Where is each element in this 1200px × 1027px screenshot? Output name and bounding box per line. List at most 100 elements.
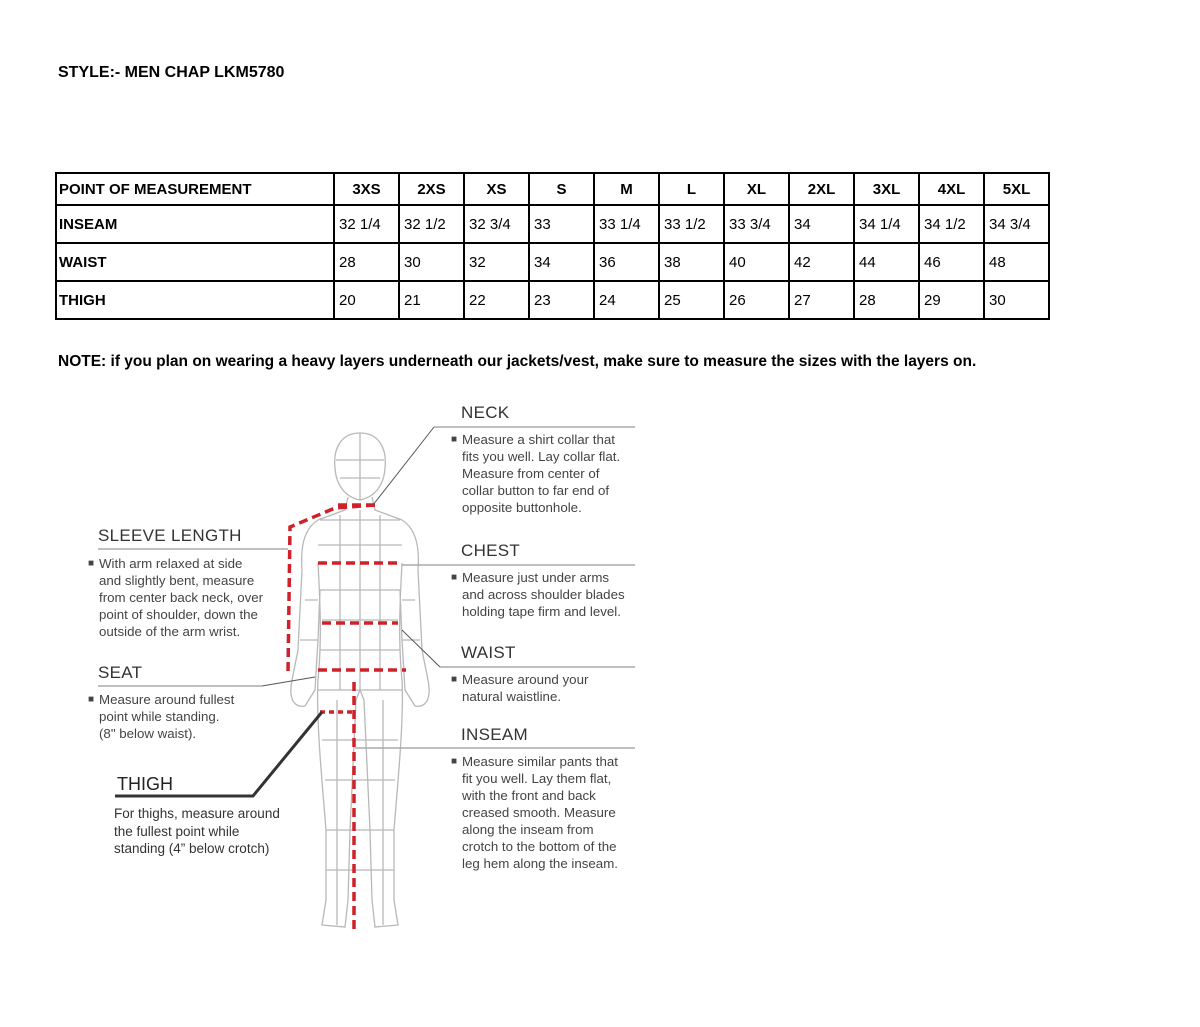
- text-line: With arm relaxed at side: [99, 556, 243, 571]
- bullet-icon: ■: [451, 674, 458, 685]
- row-label: WAIST: [55, 242, 335, 282]
- text-line: standing (4” below crotch): [114, 841, 270, 856]
- header-cell: 2XS: [398, 172, 465, 206]
- seat-instructions: ■ Measure around fullest point while sta…: [88, 691, 235, 742]
- table-cell: 27: [788, 280, 855, 320]
- table-cell: 30: [983, 280, 1050, 320]
- text-line: leg hem along the inseam.: [462, 856, 618, 871]
- table-cell: 21: [398, 280, 465, 320]
- chest-instructions: ■ Measure just under arms and across sho…: [451, 569, 625, 620]
- text-line: Measure around your: [462, 672, 589, 687]
- table-cell: 38: [658, 242, 725, 282]
- body-outline: [290, 432, 430, 928]
- table-cell: 33 1/2: [658, 204, 725, 244]
- row-label: THIGH: [55, 280, 335, 320]
- text-line: fit you well. Lay them flat,: [462, 771, 612, 786]
- table-cell: 22: [463, 280, 530, 320]
- table-cell: 25: [658, 280, 725, 320]
- text-line: and across shoulder blades: [462, 587, 625, 602]
- table-cell: 29: [918, 280, 985, 320]
- table-cell: 28: [853, 280, 920, 320]
- text-line: creased smooth. Measure: [462, 805, 616, 820]
- table-cell: 34: [528, 242, 595, 282]
- bullet-icon: ■: [88, 694, 95, 705]
- text-line: from center back neck, over: [99, 590, 264, 605]
- bullet-icon: ■: [451, 572, 458, 583]
- header-cell: L: [658, 172, 725, 206]
- text-line: collar button to far end of: [462, 483, 610, 498]
- text-line: Measure just under arms: [462, 570, 610, 585]
- table-cell: 32 1/4: [333, 204, 400, 244]
- text-line: fits you well. Lay collar flat.: [462, 449, 621, 464]
- waist-instructions: ■ Measure around your natural waistline.: [451, 671, 589, 705]
- table-cell: 32 3/4: [463, 204, 530, 244]
- thigh-label: THIGH: [117, 774, 173, 794]
- table-cell: 46: [918, 242, 985, 282]
- table-cell: 20: [333, 280, 400, 320]
- sleeve-length-instructions: ■ With arm relaxed at side and slightly …: [88, 555, 264, 640]
- table-cell: 33 1/4: [593, 204, 660, 244]
- header-cell: XL: [723, 172, 790, 206]
- text-line: outside of the arm wrist.: [99, 624, 241, 639]
- text-line: holding tape firm and level.: [462, 604, 621, 619]
- table-cell: 34 1/4: [853, 204, 920, 244]
- measurement-dashes: [286, 503, 406, 930]
- chest-label: CHEST: [461, 541, 521, 560]
- header-cell: S: [528, 172, 595, 206]
- table-cell: 28: [333, 242, 400, 282]
- header-cell: 3XL: [853, 172, 920, 206]
- bullet-icon: ■: [451, 756, 458, 767]
- text-line: Measure from center of: [462, 466, 600, 481]
- neck-instructions: ■ Measure a shirt collar that fits you w…: [451, 431, 621, 516]
- neck-label: NECK: [461, 403, 510, 422]
- text-line: along the inseam from: [462, 822, 594, 837]
- header-cell: M: [593, 172, 660, 206]
- text-line: For thighs, measure around: [114, 806, 280, 821]
- thigh-instructions: For thighs, measure around the fullest p…: [114, 805, 280, 858]
- table-row: INSEAM 32 1/4 32 1/2 32 3/4 33 33 1/4 33…: [55, 204, 1050, 244]
- leader-lines: [98, 426, 635, 798]
- text-line: crotch to the bottom of the: [462, 839, 617, 854]
- header-cell: 4XL: [918, 172, 985, 206]
- bullet-icon: ■: [88, 558, 95, 569]
- row-label: INSEAM: [55, 204, 335, 244]
- table-header-row: POINT OF MEASUREMENT 3XS 2XS XS S M L XL…: [55, 172, 1050, 206]
- waist-label: WAIST: [461, 643, 516, 662]
- text-line: point while standing.: [99, 709, 220, 724]
- table-cell: 26: [723, 280, 790, 320]
- table-cell: 42: [788, 242, 855, 282]
- table-cell: 23: [528, 280, 595, 320]
- text-line: Measure a shirt collar that: [462, 432, 615, 447]
- table-cell: 32: [463, 242, 530, 282]
- text-line: Measure around fullest: [99, 692, 235, 707]
- table-cell: 24: [593, 280, 660, 320]
- text-line: with the front and back: [462, 788, 596, 803]
- table-row: WAIST 28 30 32 34 36 38 40 42 44 46 48: [55, 242, 1050, 282]
- header-cell: POINT OF MEASUREMENT: [55, 172, 335, 206]
- header-cell: 5XL: [983, 172, 1050, 206]
- sleeve-length-label: SLEEVE LENGTH: [98, 526, 242, 545]
- inseam-instructions: ■ Measure similar pants that fit you wel…: [451, 753, 618, 872]
- text-line: the fullest point while: [114, 823, 240, 839]
- seat-label: SEAT: [98, 663, 143, 682]
- table-cell: 34 3/4: [983, 204, 1050, 244]
- table-cell: 30: [398, 242, 465, 282]
- table-cell: 34 1/2: [918, 204, 985, 244]
- table-cell: 33 3/4: [723, 204, 790, 244]
- table-cell: 44: [853, 242, 920, 282]
- table-cell: 36: [593, 242, 660, 282]
- text-line: and slightly bent, measure: [99, 573, 255, 588]
- table-cell: 40: [723, 242, 790, 282]
- bullet-icon: ■: [451, 434, 458, 445]
- layering-note: NOTE: if you plan on wearing a heavy lay…: [58, 353, 977, 370]
- text-line: natural waistline.: [462, 689, 562, 704]
- header-cell: XS: [463, 172, 530, 206]
- table-cell: 34: [788, 204, 855, 244]
- text-line: (8" below waist).: [99, 726, 197, 741]
- table-cell: 33: [528, 204, 595, 244]
- table-cell: 32 1/2: [398, 204, 465, 244]
- text-line: point of shoulder, down the: [99, 607, 258, 622]
- table-row: THIGH 20 21 22 23 24 25 26 27 28 29 30: [55, 280, 1050, 320]
